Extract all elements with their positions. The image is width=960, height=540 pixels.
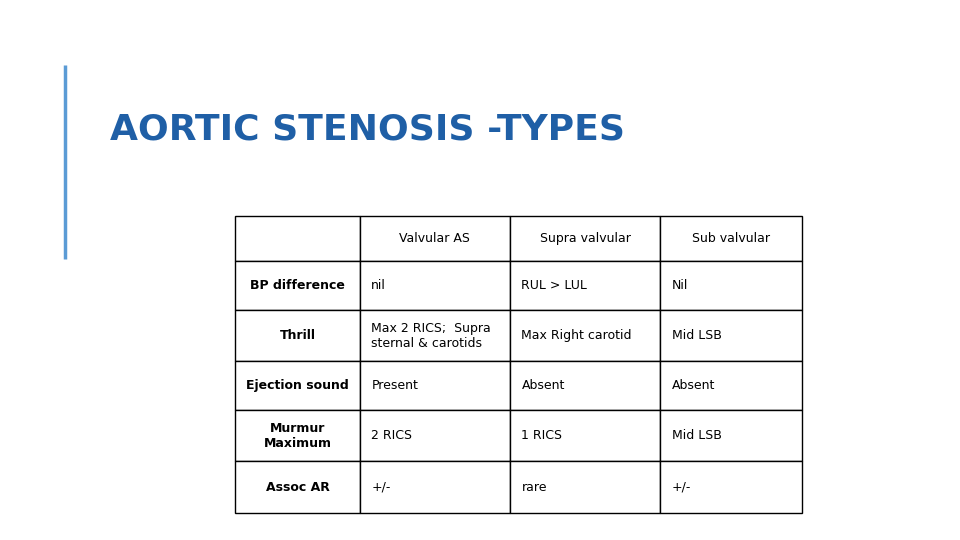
Bar	[360, 361, 510, 410]
Bar	[660, 261, 802, 310]
Text: Mid LSB: Mid LSB	[672, 329, 721, 342]
Text: Thrill: Thrill	[279, 329, 316, 342]
Bar	[510, 361, 660, 410]
Text: rare: rare	[521, 481, 547, 494]
Bar	[510, 410, 660, 461]
Bar	[360, 310, 510, 361]
Text: Supra valvular: Supra valvular	[540, 232, 631, 245]
Text: Absent: Absent	[672, 379, 715, 392]
Bar	[360, 461, 510, 513]
Text: Mid LSB: Mid LSB	[672, 429, 721, 442]
Bar	[510, 461, 660, 513]
Text: +/-: +/-	[672, 481, 691, 494]
Text: Present: Present	[372, 379, 419, 392]
Bar	[235, 461, 360, 513]
Bar	[235, 261, 360, 310]
Bar	[235, 361, 360, 410]
Bar	[360, 261, 510, 310]
Bar	[660, 410, 802, 461]
Text: Max 2 RICS;  Supra
sternal & carotids: Max 2 RICS; Supra sternal & carotids	[372, 322, 492, 349]
Bar	[235, 310, 360, 361]
Text: Valvular AS: Valvular AS	[399, 232, 470, 245]
Bar	[510, 310, 660, 361]
Bar	[660, 361, 802, 410]
Bar	[235, 216, 360, 261]
Text: nil: nil	[372, 279, 386, 292]
Text: +/-: +/-	[372, 481, 391, 494]
Text: Murmur
Maximum: Murmur Maximum	[263, 422, 331, 450]
Text: 2 RICS: 2 RICS	[372, 429, 413, 442]
Bar	[660, 216, 802, 261]
Text: RUL > LUL: RUL > LUL	[521, 279, 588, 292]
Bar	[235, 410, 360, 461]
Text: Absent: Absent	[521, 379, 564, 392]
Bar	[660, 310, 802, 361]
Bar	[510, 216, 660, 261]
Bar	[360, 216, 510, 261]
Text: Assoc AR: Assoc AR	[266, 481, 329, 494]
Text: Max Right carotid: Max Right carotid	[521, 329, 632, 342]
Text: AORTIC STENOSIS -TYPES: AORTIC STENOSIS -TYPES	[110, 113, 625, 146]
Text: BP difference: BP difference	[250, 279, 345, 292]
Bar	[660, 461, 802, 513]
Text: Nil: Nil	[672, 279, 688, 292]
Text: Sub valvular: Sub valvular	[692, 232, 770, 245]
Text: 1 RICS: 1 RICS	[521, 429, 563, 442]
Bar	[510, 261, 660, 310]
Text: Ejection sound: Ejection sound	[246, 379, 348, 392]
Bar	[360, 410, 510, 461]
